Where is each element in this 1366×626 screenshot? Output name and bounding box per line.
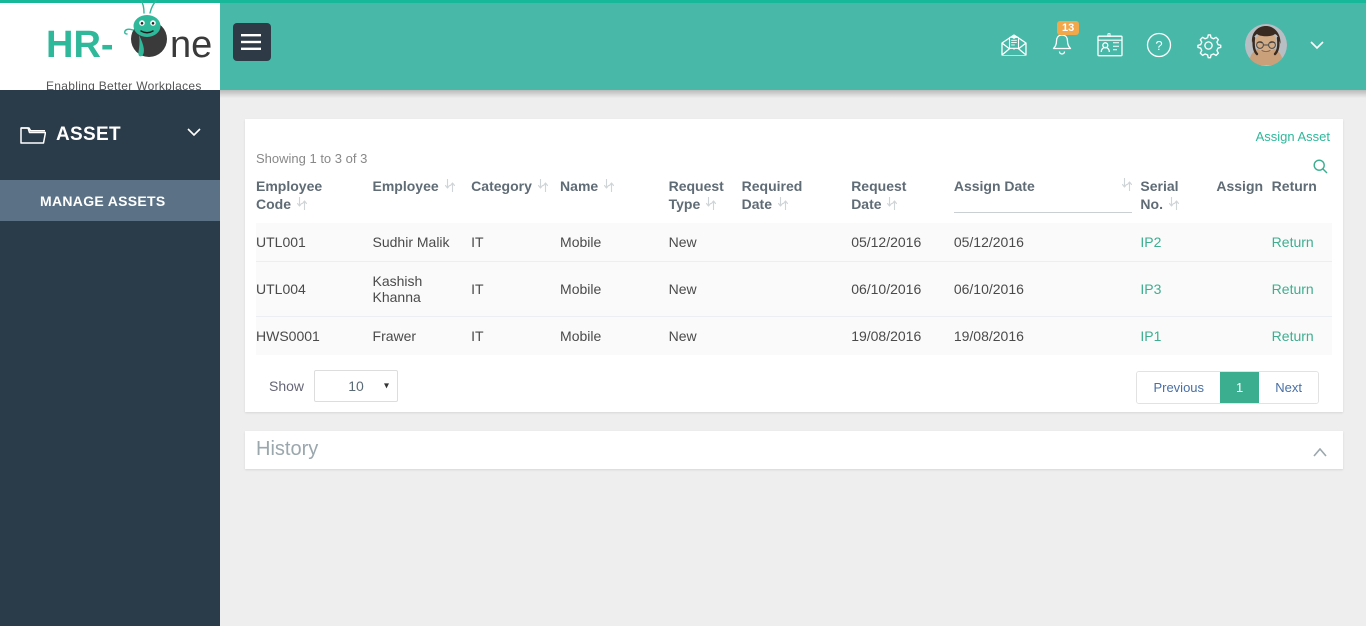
svg-text:ne: ne <box>170 24 212 66</box>
svg-text:?: ? <box>1155 38 1162 53</box>
svg-text:HR-: HR- <box>46 24 114 66</box>
